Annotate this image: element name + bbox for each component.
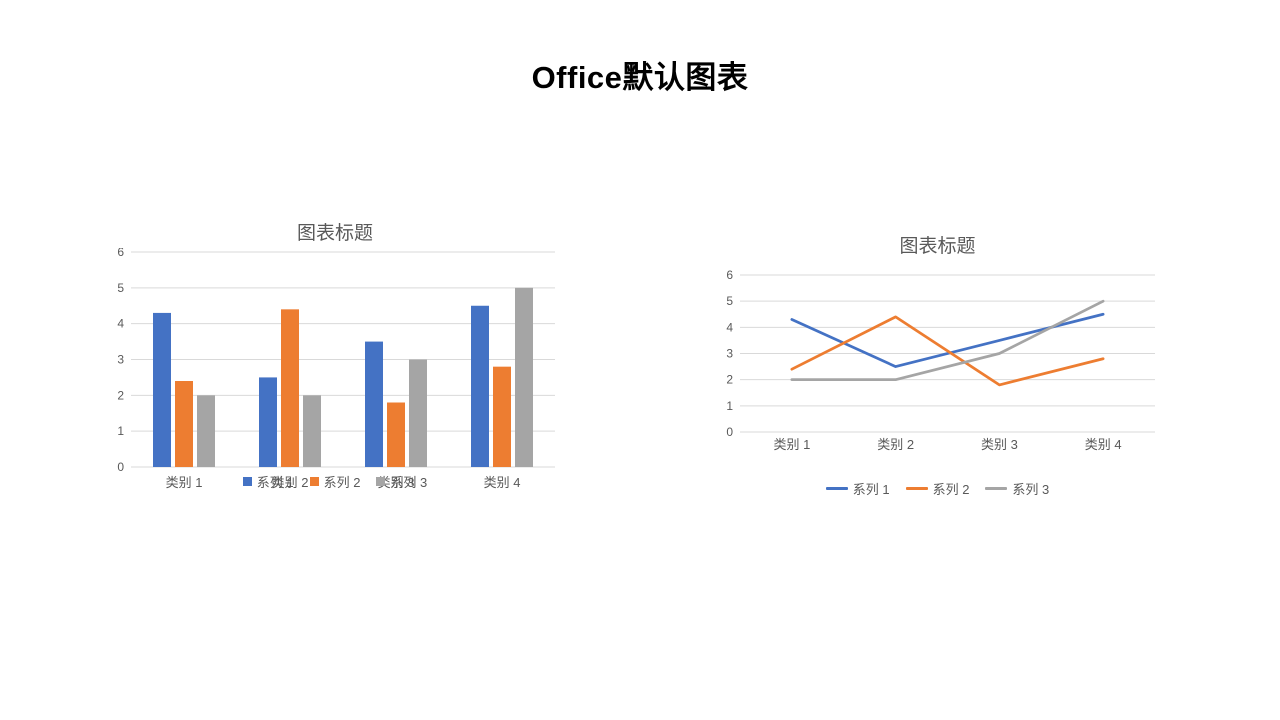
y-tick-label: 2 [117, 388, 124, 402]
legend-item: 系列 1 [825, 479, 890, 498]
bar [197, 395, 215, 467]
y-tick-label: 2 [726, 373, 733, 387]
y-tick-label: 5 [726, 294, 733, 308]
y-tick-label: 4 [117, 317, 124, 331]
y-tick-label: 6 [726, 268, 733, 282]
x-tick-label: 类别 4 [1085, 437, 1122, 452]
legend-label: 系列 2 [932, 482, 970, 497]
y-tick-label: 3 [117, 353, 124, 367]
legend-item: 系列 2 [905, 479, 970, 498]
bar [153, 312, 171, 467]
bar-chart-legend: 系列 1 系列 2 系列 3 [105, 472, 565, 491]
bar [303, 395, 321, 467]
legend-swatch [825, 487, 848, 490]
line-series [790, 315, 1105, 387]
x-tick-label: 类别 4 [484, 475, 521, 490]
line-series [790, 312, 1105, 368]
legend-item: 系列 1 [242, 472, 294, 491]
y-tick-label: 1 [117, 424, 124, 438]
x-tick-label: 类别 2 [272, 475, 309, 490]
legend-label: 系列 2 [323, 475, 361, 490]
x-tick-label: 类别 3 [981, 437, 1018, 452]
legend-swatch [376, 477, 386, 486]
y-tick-label: 0 [117, 460, 124, 474]
x-tick-label: 类别 2 [877, 437, 914, 452]
bar-chart-title: 图表标题 [296, 223, 373, 244]
bar [471, 305, 489, 467]
bar-chart: 图表标题 0 1 2 3 4 5 6 类别 1 类别 2 类别 3 类别 4 系列 1 系列 2 系列 … [105, 222, 565, 507]
legend-item: 系列 3 [985, 479, 1049, 498]
line-series [790, 299, 1105, 382]
y-tick-label: 5 [117, 281, 124, 295]
legend-swatch [905, 487, 928, 490]
legend-swatch [985, 487, 1008, 490]
page-title: Office默认图表 [531, 60, 749, 95]
line-chart-legend: 系列 1 系列 2 系列 3 [705, 479, 1170, 498]
bar [365, 341, 383, 467]
y-tick-label: 6 [117, 248, 124, 259]
y-tick-label: 1 [726, 399, 733, 413]
bar [387, 402, 405, 467]
legend-label: 系列 1 [852, 482, 890, 497]
legend-item: 系列 3 [376, 472, 427, 491]
y-tick-label: 0 [726, 425, 733, 439]
legend-swatch [309, 477, 319, 486]
x-tick-label: 类别 3 [378, 475, 415, 490]
legend-swatch [242, 477, 252, 486]
bar [281, 309, 299, 467]
bar [409, 359, 427, 467]
bar [493, 366, 511, 467]
legend-label: 系列 3 [390, 475, 428, 490]
bar [515, 287, 533, 467]
legend-label: 系列 3 [1012, 482, 1050, 497]
line-chart-title: 图表标题 [899, 236, 976, 257]
line-chart: 图表标题 0 1 2 3 4 5 6 类别 1 类别 2 类别 3 类别 4 系列 1 系列 2 系列 … [705, 235, 1170, 520]
y-tick-label: 3 [726, 347, 733, 361]
bar-chart-plot: 0 1 2 3 4 5 6 类别 1 类别 2 类别 3 类别 4 [117, 248, 555, 490]
legend-label: 系列 1 [256, 475, 294, 490]
bar [175, 381, 193, 467]
bar [259, 377, 277, 467]
x-tick-label: 类别 1 [773, 437, 810, 452]
y-tick-label: 4 [726, 320, 733, 334]
line-chart-plot: 0 1 2 3 4 5 6 类别 1 类别 2 类别 3 类别 4 [726, 268, 1155, 452]
x-tick-label: 类别 1 [166, 475, 203, 490]
legend-item: 系列 2 [309, 472, 361, 491]
